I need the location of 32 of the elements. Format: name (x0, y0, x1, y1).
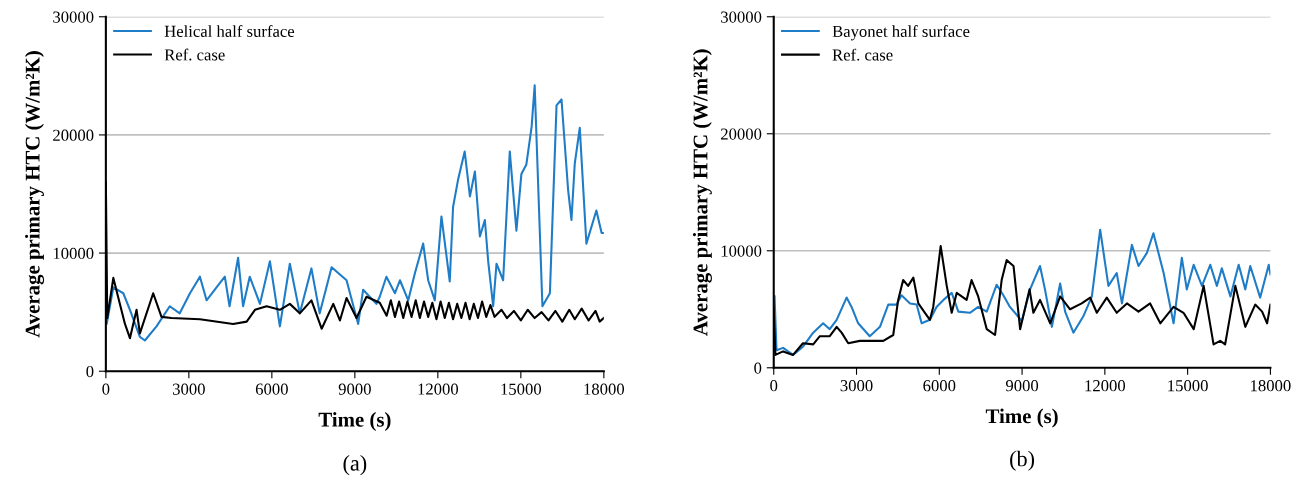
x-axis-title: Time (s) (985, 408, 1058, 428)
text: (b) (1010, 450, 1035, 471)
legend-label: Ref. case (164, 48, 225, 61)
y-axis-title: Average primary HTC (W/m²K) (692, 49, 712, 336)
x-tick-label: 18000 (584, 383, 625, 395)
y-axis-title: Average primary HTC (W/m²K) (25, 51, 45, 338)
x-tick-label: 15000 (1168, 380, 1208, 392)
x-tick-label: 6000 (923, 380, 956, 392)
text: (a) (343, 455, 367, 476)
x-axis-title: Time (s) (318, 412, 391, 431)
x-tick-label: 6000 (255, 383, 288, 395)
y-tick-label: 10000 (721, 245, 762, 257)
x-tick-label: 3000 (172, 383, 205, 395)
y-tick-label: 0 (86, 365, 94, 378)
legend-label: Bayonet half surface (832, 25, 970, 41)
x-tick-label: 0 (770, 380, 778, 392)
y-tick-label: 30000 (721, 11, 762, 23)
y-tick-label: 20000 (721, 128, 762, 140)
x-tick-label: 3000 (840, 380, 873, 392)
legend-label: Ref. case (832, 48, 893, 61)
y-tick-label: 30000 (53, 11, 94, 23)
y-tick-label: 20000 (53, 129, 94, 141)
y-tick-label: 0 (754, 362, 762, 374)
x-tick-label: 12000 (418, 383, 459, 395)
legend-label: Helical half surface (164, 25, 295, 37)
x-tick-label: 9000 (1005, 380, 1039, 392)
x-tick-label: 15000 (501, 383, 542, 395)
x-tick-label: 12000 (1085, 380, 1126, 392)
y-tick-label: 10000 (53, 247, 94, 260)
x-tick-label: 0 (102, 383, 110, 395)
x-tick-label: 9000 (338, 383, 371, 395)
x-tick-label: 18000 (1251, 380, 1291, 392)
